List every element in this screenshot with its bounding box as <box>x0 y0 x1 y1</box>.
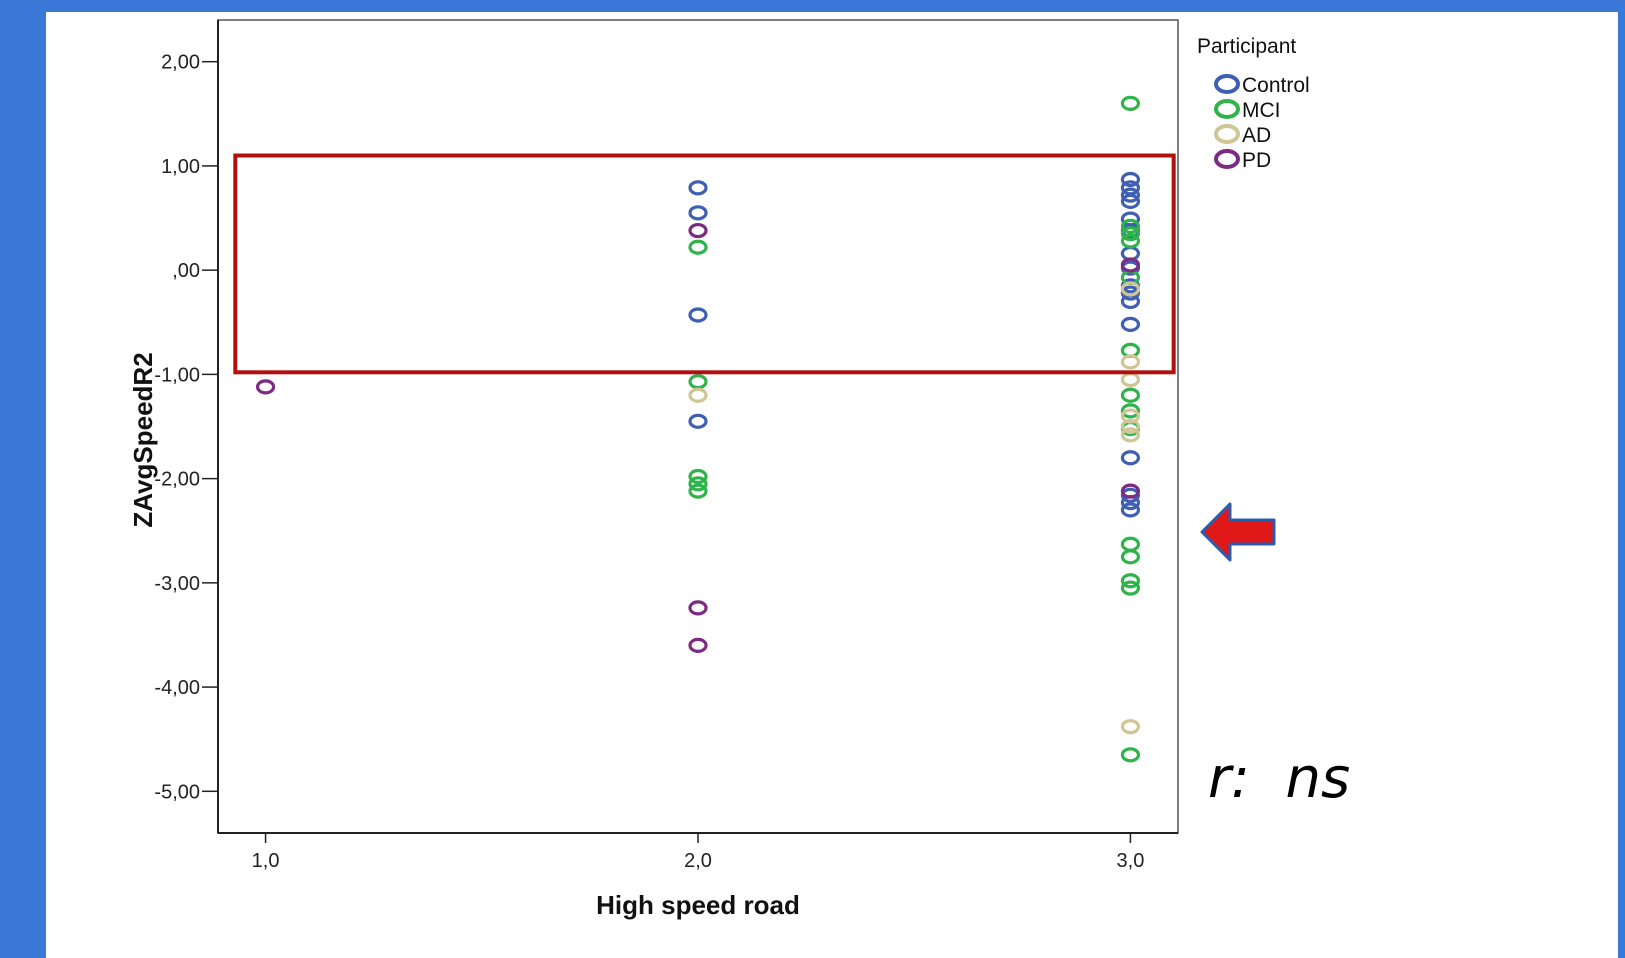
data-point-ad <box>1120 281 1141 297</box>
legend-title: Participant <box>1197 35 1296 58</box>
data-point-pd <box>255 379 276 395</box>
data-point-mci <box>688 483 708 499</box>
correlation-annotation: r: ns <box>1208 746 1350 811</box>
data-point-mci <box>1120 580 1141 596</box>
data-point-ad <box>1120 719 1141 735</box>
data-point-control <box>1120 502 1141 518</box>
y-tick-label: -2,00 <box>154 469 200 491</box>
data-point-control <box>688 180 708 196</box>
y-axis-title: ZAvgSpeedR2 <box>128 352 158 527</box>
x-axis-title: High speed road <box>596 890 800 920</box>
data-point-mci <box>1120 218 1141 234</box>
legend-label-control: Control <box>1242 74 1310 97</box>
y-tick-label: -1,00 <box>154 364 200 386</box>
y-tick-label: ,00 <box>172 260 200 282</box>
y-tick-label: 2,00 <box>161 52 200 74</box>
data-point-control <box>1120 171 1141 188</box>
data-point-control <box>1120 187 1141 203</box>
data-point-ad <box>688 387 708 403</box>
data-point-mci <box>688 476 708 492</box>
data-point-mci <box>1120 549 1141 565</box>
data-point-ad <box>1120 418 1141 435</box>
data-point-mci <box>1120 747 1141 763</box>
slide-canvas: 2,00 1,00 ,00 -1,00 -2,00 -3,00 -4,00 -5,00 1,0… <box>46 12 1618 958</box>
data-point-mci <box>1120 226 1141 242</box>
data-point-mci <box>1120 573 1141 589</box>
data-point-pd <box>1120 257 1141 273</box>
scatter-chart: 2,00 1,00 ,00 -1,00 -2,00 -3,00 -4,00 -5,00 1,0… <box>128 19 1350 920</box>
legend-marker-mci <box>1214 99 1240 119</box>
data-point-control <box>1120 316 1141 332</box>
data-point-mci <box>688 468 708 485</box>
data-point-mci <box>1120 403 1141 419</box>
data-point-mci <box>1120 387 1141 403</box>
x-tick-label: 1,0 <box>252 850 280 872</box>
data-point-mci <box>1120 233 1141 249</box>
data-point-ad <box>1120 427 1141 443</box>
data-point-control <box>1120 450 1141 466</box>
data-point-control <box>1120 193 1141 209</box>
data-point-mci <box>688 239 708 255</box>
data-point-ad <box>1120 354 1141 370</box>
legend-label-mci: MCI <box>1242 99 1281 122</box>
y-tick-label: -4,00 <box>154 677 200 699</box>
y-tick-label: 1,00 <box>161 156 200 178</box>
data-point-control <box>688 413 708 429</box>
data-point-pd <box>688 600 708 616</box>
data-point-pd <box>688 222 708 239</box>
red-arrow-icon <box>1200 502 1276 562</box>
data-point-control <box>688 205 708 221</box>
data-point-pd <box>688 637 708 653</box>
legend-label-ad: AD <box>1242 124 1271 147</box>
legend-marker-ad <box>1214 124 1240 144</box>
legend-label-pd: PD <box>1242 149 1271 172</box>
data-point-pd <box>1120 483 1141 499</box>
data-point-mci <box>1120 95 1141 111</box>
data-point-control <box>688 307 708 323</box>
legend-marker-pd <box>1214 149 1240 169</box>
x-tick-label: 2,0 <box>684 850 712 872</box>
y-tick-label: -5,00 <box>154 781 200 803</box>
highlight-box <box>233 153 1176 375</box>
x-tick-label: 3,0 <box>1117 850 1145 872</box>
legend-marker-control <box>1214 74 1240 94</box>
y-tick-label: -3,00 <box>154 573 200 595</box>
